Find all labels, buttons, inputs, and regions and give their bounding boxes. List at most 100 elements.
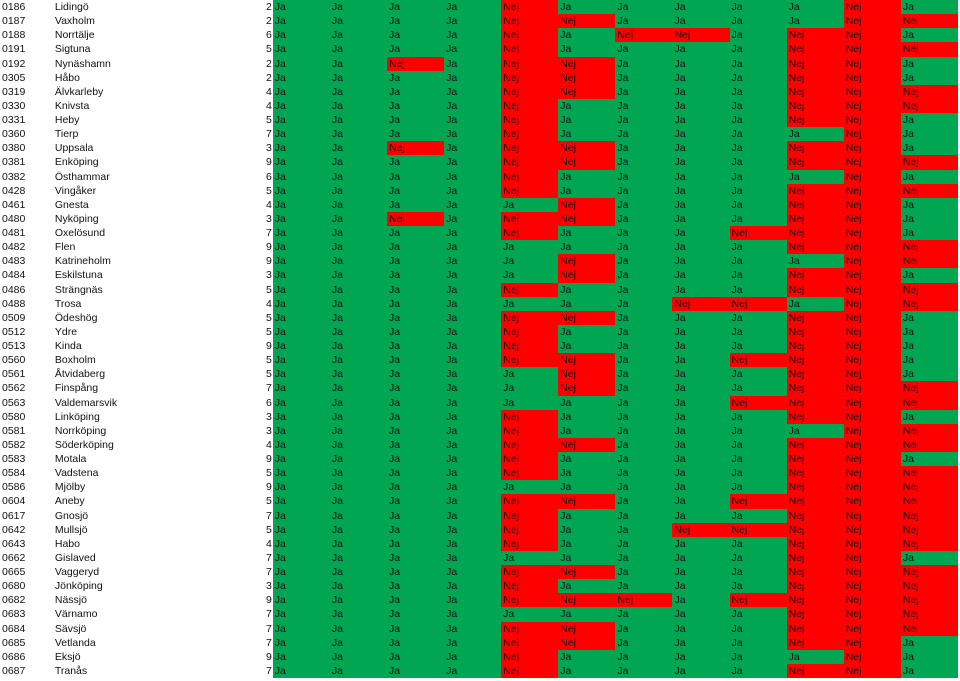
answer-cell: Ja <box>501 367 559 382</box>
answer-cell: Nej <box>843 84 901 99</box>
answer-cell: Nej <box>386 141 445 156</box>
answer-cell: Nej <box>843 395 901 410</box>
answer-cell: Nej <box>501 508 559 523</box>
answer-cell: Ja <box>444 42 502 57</box>
answer-cell: Ja <box>272 183 330 198</box>
answer-cell: Ja <box>729 254 787 269</box>
answer-cell: Ja <box>558 324 616 339</box>
municipality-name-cell: Kinda <box>54 340 82 353</box>
answer-cell: Ja <box>672 42 730 57</box>
municipality-code-cell: 0480 <box>2 212 26 225</box>
municipality-name-cell: Vingåker <box>54 184 97 197</box>
table-row: 0512 Ydre 5 Ja Ja Ja Ja Nej Ja Ja Ja Ja Nej Nej Ja <box>0 324 958 339</box>
answer-cell: Ja <box>444 381 502 396</box>
answer-cell: Nej <box>501 635 559 650</box>
answer-cell: Ja <box>558 522 616 537</box>
group-number-cell: 5 <box>265 311 272 324</box>
answer-cell: Ja <box>729 607 787 622</box>
answer-cell: Ja <box>558 183 616 198</box>
answer-cell: Ja <box>272 494 330 509</box>
municipality-name-cell: Oxelösund <box>54 227 106 240</box>
answer-cell: Ja <box>558 0 616 15</box>
answer-cell: Nej <box>900 296 958 311</box>
answer-cell: Ja <box>672 240 730 255</box>
answer-cell: Ja <box>386 197 445 212</box>
answer-cell: Ja <box>615 268 673 283</box>
group-number-cell: 9 <box>265 255 272 268</box>
group-number-cell: 9 <box>265 650 272 663</box>
answer-cell: Nej <box>843 98 901 113</box>
table-row: 0509 Ödeshög 5 Ja Ja Ja Ja Nej Nej Ja Ja Ja Nej Nej Ja <box>0 310 958 325</box>
answer-cell: Nej <box>501 169 559 184</box>
municipality-code-cell: 0331 <box>2 114 26 127</box>
answer-cell: Ja <box>272 0 330 15</box>
answer-cell: Nej <box>786 28 844 43</box>
answer-cell: Ja <box>329 169 387 184</box>
answer-cell: Ja <box>329 254 387 269</box>
answer-cell: Nej <box>558 310 616 325</box>
answer-cell: Ja <box>444 452 502 467</box>
answer-cell: Ja <box>329 226 387 241</box>
group-number-cell: 4 <box>265 99 272 112</box>
table-row: 0486 Strängnäs 5 Ja Ja Ja Ja Nej Ja Ja Ja Ja Nej Nej N… <box>0 282 958 297</box>
municipality-name-cell: Mjölby <box>54 481 86 494</box>
group-number-cell: 3 <box>265 580 272 593</box>
answer-cell: Ja <box>272 127 330 142</box>
answer-cell: Ja <box>672 593 730 608</box>
answer-cell: Nej <box>501 409 559 424</box>
answer-cell: Nej <box>558 197 616 212</box>
municipality-code-cell: 0680 <box>2 580 26 593</box>
table-row: 0319 Älvkarleby 4 Ja Ja Ja Ja Nej Nej Ja Ja Ja Nej Ne… <box>0 84 958 99</box>
answer-cell: Ja <box>272 84 330 99</box>
table-row: 0665 Vaggeryd 7 Ja Ja Ja Ja Nej Nej Ja Ja Ja Nej Nej N… <box>0 565 958 580</box>
group-number-cell: 7 <box>265 551 272 564</box>
group-number-cell: 9 <box>265 594 272 607</box>
answer-cell: Ja <box>672 452 730 467</box>
answer-cell: Nej <box>729 522 787 537</box>
answer-cell: Ja <box>386 593 445 608</box>
answer-cell: Nej <box>615 28 673 43</box>
answer-cell: Ja <box>386 84 445 99</box>
answer-cell: Ja <box>272 437 330 452</box>
answer-cell: Ja <box>615 183 673 198</box>
municipality-code-cell: 0683 <box>2 608 26 621</box>
answer-cell: Nej <box>786 113 844 128</box>
answer-cell: Ja <box>386 226 445 241</box>
answer-cell: Ja <box>558 536 616 551</box>
answer-cell: Nej <box>729 494 787 509</box>
answer-cell: Nej <box>900 522 958 537</box>
answer-cell: Nej <box>843 240 901 255</box>
answer-cell: Ja <box>900 56 958 71</box>
answer-cell: Nej <box>900 593 958 608</box>
answer-cell: Ja <box>729 508 787 523</box>
answer-cell: Ja <box>272 155 330 170</box>
answer-cell: Ja <box>615 367 673 382</box>
answer-cell: Ja <box>786 0 844 15</box>
answer-cell: Ja <box>900 367 958 382</box>
municipality-code-cell: 0617 <box>2 509 26 522</box>
municipality-name-cell: Vaxholm <box>54 15 95 28</box>
answer-cell: Ja <box>444 84 502 99</box>
answer-cell: Ja <box>272 466 330 481</box>
answer-cell: Ja <box>615 240 673 255</box>
answer-cell: Ja <box>672 113 730 128</box>
answer-cell: Nej <box>900 466 958 481</box>
answer-cell: Ja <box>558 550 616 565</box>
answer-cell: Ja <box>615 169 673 184</box>
answer-cell: Ja <box>272 621 330 636</box>
answer-cell: Ja <box>729 452 787 467</box>
municipality-code-cell: 0512 <box>2 325 26 338</box>
table-row: 0586 Mjölby 9 Ja Ja Ja Ja Ja Ja Ja Ja Ja Nej Nej Nej <box>0 480 958 495</box>
answer-cell: Nej <box>786 550 844 565</box>
answer-cell: Nej <box>900 84 958 99</box>
municipality-name-cell: Katrineholm <box>54 255 111 268</box>
answer-cell: Ja <box>729 183 787 198</box>
group-number-cell: 5 <box>265 43 272 56</box>
answer-cell: Ja <box>615 155 673 170</box>
answer-cell: Ja <box>444 565 502 580</box>
municipality-code-cell: 0582 <box>2 438 26 451</box>
answer-cell: Ja <box>444 536 502 551</box>
table-row: 0188 Norrtälje 6 Ja Ja Ja Ja Nej Ja Nej Nej Ja Nej Ne… <box>0 28 958 43</box>
answer-cell: Nej <box>786 395 844 410</box>
answer-cell: Ja <box>444 550 502 565</box>
